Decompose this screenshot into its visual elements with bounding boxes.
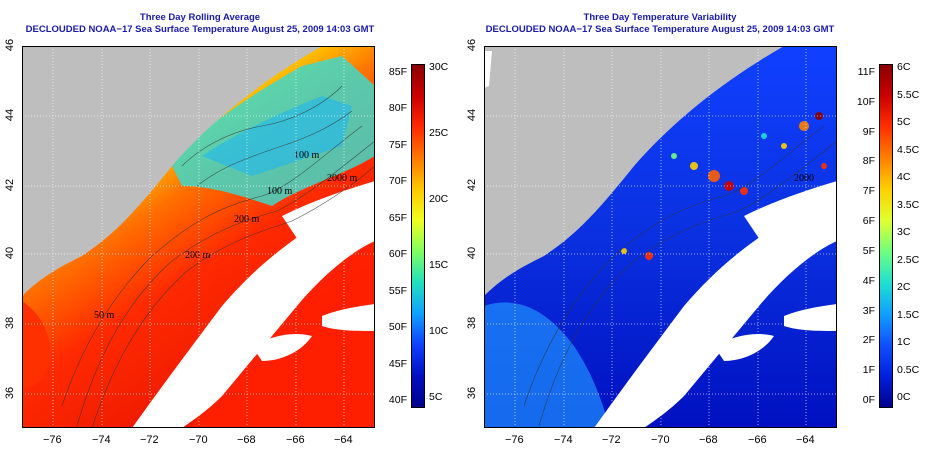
left-title-line2: DECLOUDED NOAA−17 Sea Surface Temperatur… [25, 24, 375, 35]
left-contour-label-4: 200 m [234, 214, 260, 225]
lon-tick-label: −66 [286, 434, 305, 446]
lat-tick-label: 42 [4, 178, 16, 192]
lon-tick-label: −68 [699, 434, 718, 446]
colorbar-c-label: 1.5C [897, 308, 920, 321]
lon-tick-label: −74 [554, 434, 573, 446]
lat-tick-label: 36 [4, 386, 16, 400]
colorbar-f-label: 40F [388, 394, 407, 406]
left-contour-label-5: 200 m [185, 250, 211, 261]
colorbar-f-label: 3F [862, 304, 875, 317]
colorbar-f-label: 75F [388, 138, 407, 151]
right-colorbar [879, 64, 893, 408]
colorbar-c-label: 10C [429, 325, 449, 337]
left-sst-map: 100 m 2000 m 100 m 200 m 200 m 50 m [22, 46, 375, 428]
left-contour-label-6: 50 m [94, 310, 115, 321]
lat-tick-label: 44 [466, 108, 478, 122]
colorbar-c-label: 30C [429, 61, 449, 73]
colorbar-f-label: 2F [862, 334, 875, 347]
colorbar-f-label: 7F [862, 185, 875, 198]
lon-tick-label: −74 [92, 434, 111, 446]
colorbar-c-label: 2.5C [897, 253, 920, 266]
lon-tick-label: −66 [748, 434, 767, 446]
left-contour-label-2: 2000 m [327, 173, 358, 184]
left-colorbar [411, 64, 425, 408]
colorbar-c-label: 6C [897, 61, 911, 73]
right-contour-label: 2000 [794, 173, 814, 184]
lon-tick-label: −76 [505, 434, 524, 446]
colorbar-c-label: 25C [429, 127, 449, 139]
colorbar-c-label: 5.5C [897, 88, 920, 101]
colorbar-f-label: 50F [388, 321, 407, 334]
lon-tick-label: −76 [43, 434, 62, 446]
colorbar-c-label: 20C [429, 193, 449, 205]
colorbar-c-label: 3C [897, 226, 911, 238]
colorbar-f-label: 65F [388, 211, 407, 224]
lon-tick-label: −64 [334, 434, 353, 446]
left-title-line1: Three Day Rolling Average [139, 12, 261, 23]
colorbar-c-label: 3.5C [897, 198, 920, 211]
lat-tick-label: 40 [466, 246, 478, 260]
lon-tick-label: −72 [140, 434, 159, 446]
lat-tick-label: 36 [466, 386, 478, 400]
left-contour-label-3: 100 m [267, 186, 293, 197]
colorbar-f-label: 70F [388, 175, 407, 188]
lat-tick-label: 46 [4, 38, 16, 52]
colorbar-f-label: 80F [388, 102, 407, 115]
lat-tick-label: 42 [466, 178, 478, 192]
colorbar-f-label: 55F [388, 284, 407, 297]
colorbar-f-label: 0F [862, 394, 875, 406]
colorbar-c-label: 5C [897, 116, 911, 128]
colorbar-c-label: 15C [429, 259, 449, 271]
lat-tick-label: 44 [4, 108, 16, 122]
colorbar-f-label: 11F [857, 66, 875, 78]
colorbar-f-label: 60F [388, 248, 407, 261]
colorbar-f-label: 1F [862, 364, 875, 377]
lat-tick-label: 46 [466, 38, 478, 52]
colorbar-f-label: 6F [862, 215, 875, 228]
colorbar-c-label: 0C [897, 391, 911, 403]
colorbar-f-label: 85F [388, 66, 407, 78]
colorbar-f-label: 8F [862, 155, 875, 168]
colorbar-f-label: 9F [862, 125, 875, 138]
left-contour-label-1: 100 m [294, 150, 320, 161]
colorbar-c-label: 5C [429, 391, 443, 403]
colorbar-c-label: 4.5C [897, 143, 920, 156]
colorbar-f-label: 5F [862, 244, 875, 257]
right-title-line2: DECLOUDED NOAA−17 Sea Surface Temperatur… [485, 24, 835, 35]
colorbar-f-label: 4F [862, 274, 875, 287]
colorbar-f-label: 45F [388, 357, 407, 370]
colorbar-c-label: 0.5C [897, 363, 920, 376]
lat-tick-label: 38 [4, 316, 16, 330]
right-title-line1: Three Day Temperature Variability [583, 12, 737, 23]
right-variability-map: 2000 [484, 46, 837, 428]
lon-tick-label: −70 [651, 434, 670, 446]
colorbar-c-label: 4C [897, 171, 911, 183]
lon-tick-label: −68 [237, 434, 256, 446]
lon-tick-label: −70 [189, 434, 208, 446]
lat-tick-label: 38 [466, 316, 478, 330]
colorbar-f-label: 10F [856, 95, 875, 108]
colorbar-c-label: 2C [897, 281, 911, 293]
lat-tick-label: 40 [4, 246, 16, 260]
colorbar-c-label: 1C [897, 336, 911, 348]
lon-tick-label: −72 [602, 434, 621, 446]
lon-tick-label: −64 [796, 434, 815, 446]
